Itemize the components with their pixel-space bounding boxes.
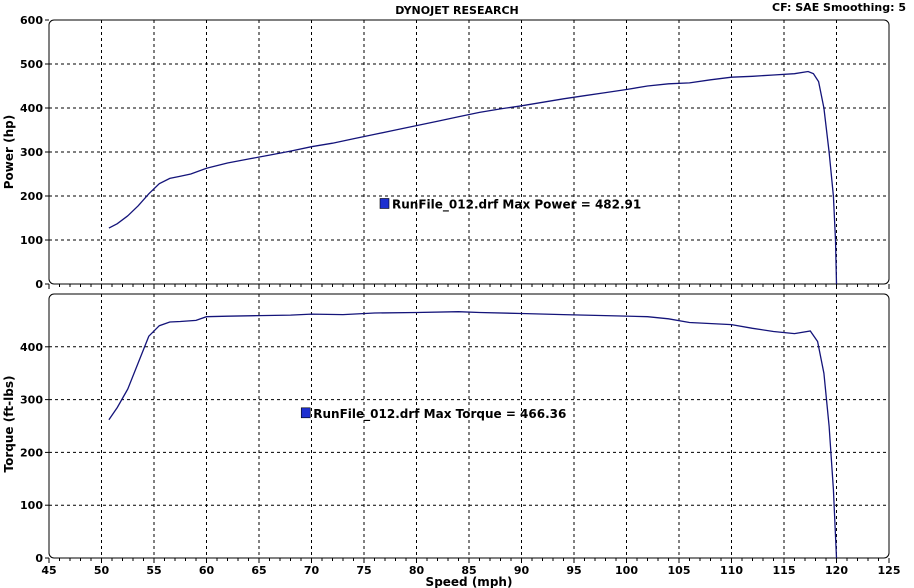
power-y-tick-label: 600: [20, 14, 43, 27]
x-tick-label: 120: [825, 564, 848, 577]
torque-y-tick-label: 300: [20, 394, 43, 407]
torque-y-tick-label: 200: [20, 446, 43, 459]
x-tick-label: 50: [94, 564, 110, 577]
x-tick-label: 55: [146, 564, 161, 577]
x-tick-label: 115: [773, 564, 796, 577]
x-tick-label: 80: [409, 564, 425, 577]
x-tick-label: 60: [199, 564, 215, 577]
x-tick-label: 105: [668, 564, 691, 577]
power-y-tick-label: 200: [20, 190, 43, 203]
torque-curve: [108, 311, 838, 559]
power-panel: 0 100 200 300 400 500 600 RunFile_012.drf Max P…: [20, 14, 890, 291]
x-tick-label: 65: [251, 564, 266, 577]
x-tick-label: 45: [41, 564, 56, 577]
x-tick-label: 100: [615, 564, 638, 577]
power-y-tick-label: 500: [20, 58, 43, 71]
power-y-tick-label: 300: [20, 146, 43, 159]
power-max-annotation: RunFile_012.drf Max Power = 482.91: [392, 197, 641, 212]
x-tick-label: 125: [878, 564, 901, 577]
torque-axis-label: Torque (ft-lbs): [2, 376, 16, 473]
x-axis-label: Speed (mph): [426, 575, 513, 588]
x-tick-label: 85: [461, 564, 476, 577]
x-tick-label: 70: [304, 564, 320, 577]
chart-title: DYNOJET RESEARCH: [395, 4, 518, 17]
torque-y-tick-label: 100: [20, 499, 43, 512]
x-tick-label: 110: [720, 564, 743, 577]
torque-y-tick-label: 400: [20, 341, 43, 354]
power-curve: [108, 70, 838, 285]
power-y-tick-label: 100: [20, 234, 43, 247]
torque-panel: 0 100 200 300 400 45 50 55 60 65 70 75 80 85 90 95 100 10…: [20, 293, 901, 577]
x-tick-label: 75: [356, 564, 371, 577]
x-tick-label: 95: [566, 564, 581, 577]
power-legend-marker: [379, 198, 390, 209]
torque-y-tick-label: 0: [35, 552, 43, 565]
power-y-tick-label: 400: [20, 102, 43, 115]
settings-label: CF: SAE Smoothing: 5: [772, 1, 906, 14]
torque-legend-marker: [300, 407, 311, 419]
torque-max-annotation: RunFile_012.drf Max Torque = 466.36: [313, 407, 566, 422]
power-y-tick-label: 0: [35, 278, 43, 291]
x-tick-label: 90: [514, 564, 530, 577]
power-axis-label: Power (hp): [2, 115, 16, 189]
